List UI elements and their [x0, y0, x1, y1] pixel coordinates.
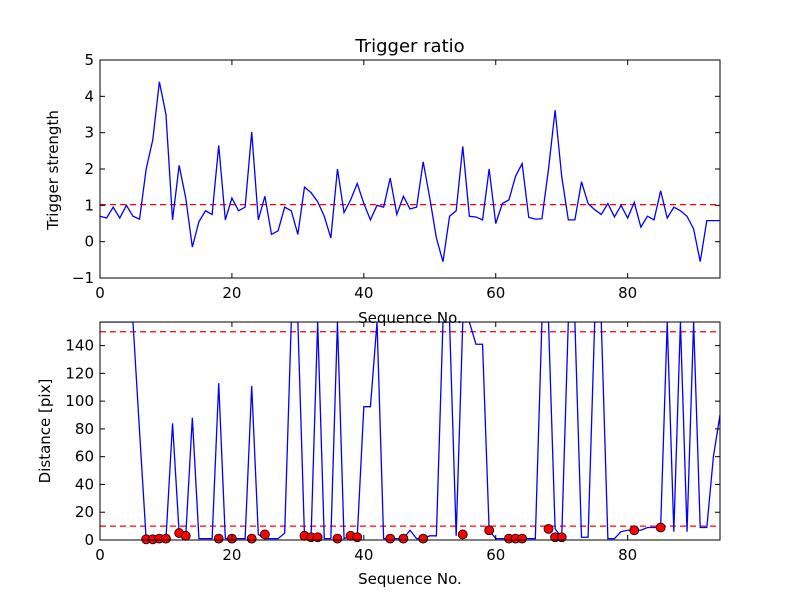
series-line	[100, 322, 720, 540]
x-tick-label: 20	[222, 284, 241, 302]
y-tick-label: 140	[65, 337, 94, 355]
y-tick-label: 1	[84, 196, 94, 214]
y-tick-label: 60	[75, 448, 94, 466]
data-point-marker	[259, 529, 270, 540]
y-tick-label: 0	[84, 531, 94, 549]
y-tick-label: 120	[65, 364, 94, 382]
x-tick-label: 40	[354, 284, 373, 302]
data-point-marker	[246, 533, 257, 544]
x-tick-label: 80	[618, 546, 637, 564]
y-tick-label: 3	[84, 124, 94, 142]
plot-area: 0 20 40 60 80 0 20 40 60 80 100 120 140	[65, 321, 721, 564]
y-axis-label: Distance [pix]	[36, 379, 54, 484]
data-point-marker	[180, 530, 191, 541]
y-tick-label: 20	[75, 503, 94, 521]
y-tick-label: 80	[75, 420, 94, 438]
data-point-marker	[398, 533, 409, 544]
y-tick-label: −1	[72, 269, 94, 287]
x-tick-label: 60	[486, 284, 505, 302]
data-point-marker	[517, 533, 528, 544]
y-tick-label: 0	[84, 233, 94, 251]
data-point-marker	[543, 523, 554, 534]
data-point-marker	[385, 533, 396, 544]
y-tick-label: 4	[84, 87, 94, 105]
y-tick-label: 40	[75, 475, 94, 493]
x-axis-label: Sequence No.	[358, 309, 462, 327]
x-tick-label: 0	[95, 546, 105, 564]
data-point-marker	[457, 529, 468, 540]
x-tick-label: 0	[95, 284, 105, 302]
chart-title: Trigger ratio	[354, 36, 464, 57]
data-point-marker	[418, 533, 429, 544]
y-tick-label: 100	[65, 392, 94, 410]
y-tick-label: 5	[84, 51, 94, 69]
data-point-marker	[556, 532, 567, 543]
x-tick-label: 60	[486, 546, 505, 564]
data-point-marker	[484, 525, 495, 536]
x-tick-label: 20	[222, 546, 241, 564]
data-point-marker	[655, 522, 666, 533]
data-point-marker	[629, 525, 640, 536]
data-point-marker	[213, 533, 224, 544]
x-tick-label: 40	[354, 546, 373, 564]
y-axis-label: Trigger strength	[44, 110, 62, 231]
x-tick-label: 80	[618, 284, 637, 302]
x-axis-label: Sequence No.	[358, 570, 462, 588]
series-line	[100, 81, 720, 262]
distance-chart: Distance [pix] Sequence No. 0 20 40 60 80 0 20…	[36, 321, 721, 588]
data-point-marker	[161, 533, 171, 544]
data-point-marker	[332, 533, 343, 544]
data-point-marker	[352, 532, 363, 543]
y-tick-label: 2	[84, 160, 94, 178]
plot-frame	[99, 321, 721, 541]
data-point-marker	[312, 532, 323, 543]
